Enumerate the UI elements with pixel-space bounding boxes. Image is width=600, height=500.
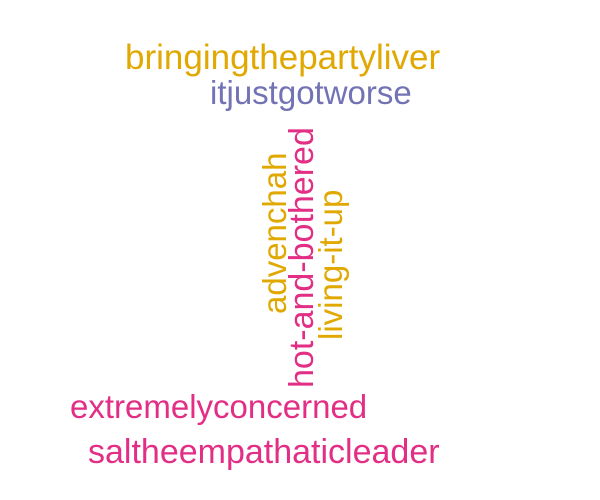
word-itjustgotworse: itjustgotworse [210, 74, 412, 111]
word-extremelyconcerned: extremelyconcerned [70, 388, 368, 425]
word-living-it-up: living-it-up [312, 189, 349, 340]
word-bringingthepartyliver: bringingthepartyliver [125, 38, 441, 77]
word-saltheempathaticleader: saltheempathaticleader [88, 433, 440, 471]
